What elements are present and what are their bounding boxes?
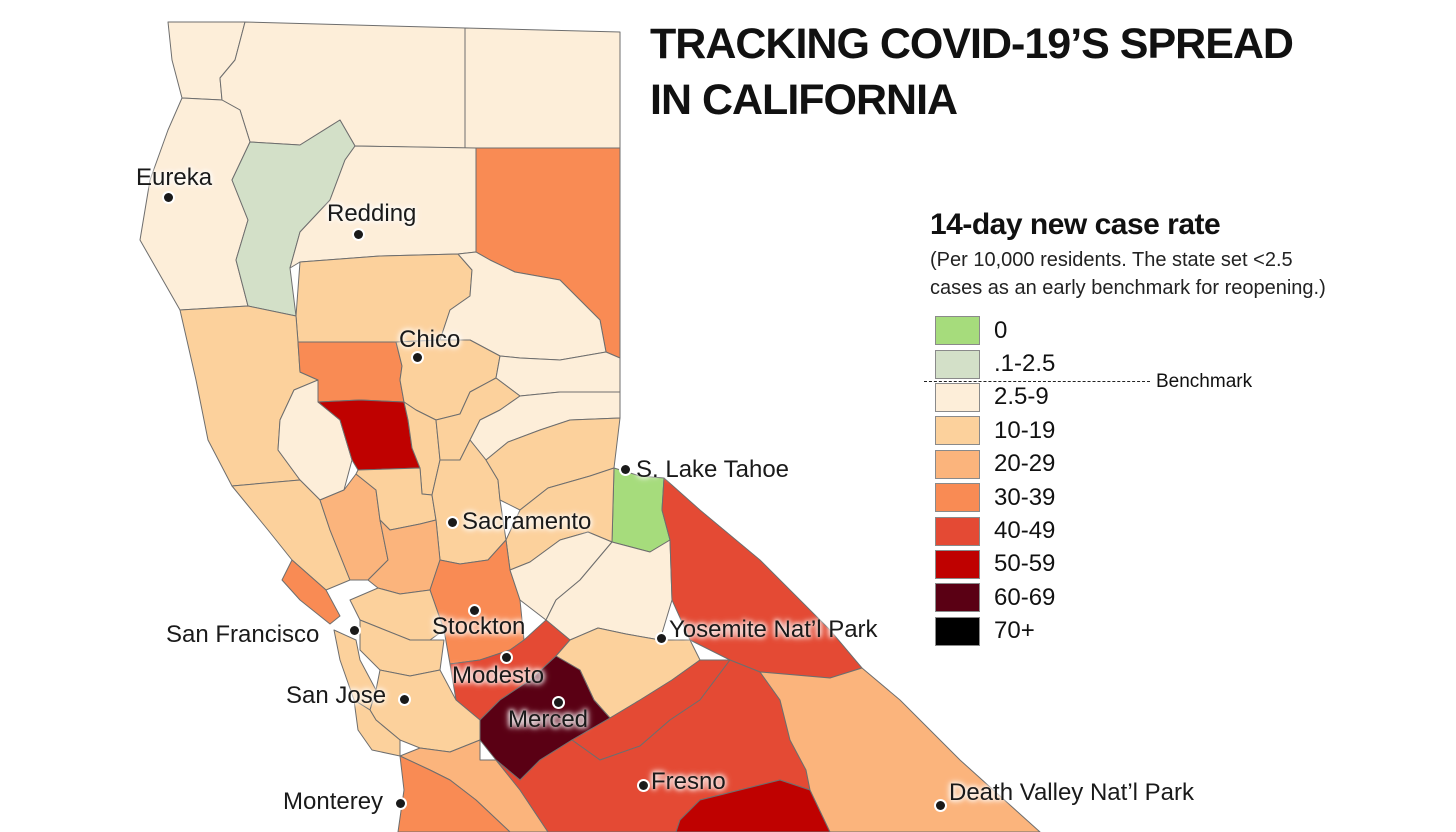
legend-label: 0 (994, 316, 1008, 344)
city-label: Eureka (136, 164, 213, 191)
city-label: Chico (399, 326, 461, 353)
title-line-2: IN CALIFORNIA (650, 76, 958, 124)
county-inyo (759, 667, 1041, 832)
city-marker (400, 695, 409, 704)
legend-swatch (935, 616, 980, 646)
city-label: Death Valley Nat’l Park (949, 779, 1194, 806)
city-marker (470, 606, 479, 615)
city-marker (657, 634, 666, 643)
legend-title: 14-day new case rate (930, 208, 1221, 241)
city-label: San Jose (286, 682, 387, 709)
city-label: Merced (508, 706, 589, 733)
city-marker (502, 653, 511, 662)
legend-item: 20-29 (935, 448, 1055, 481)
city-marker (350, 626, 359, 635)
legend-swatch (935, 316, 980, 346)
legend-swatch (935, 483, 980, 513)
county-monterey (397, 755, 511, 832)
benchmark-line (924, 381, 1150, 382)
county-alameda (359, 619, 445, 677)
benchmark-label: Benchmark (1156, 371, 1253, 392)
legend-item: 0 (935, 314, 1055, 347)
legend-item: .1-2.5 (935, 347, 1055, 380)
legend-swatch (935, 516, 980, 546)
legend-label: 30-39 (994, 483, 1056, 511)
county-santa-cruz (353, 699, 401, 757)
legend-label: 60-69 (994, 583, 1056, 611)
county-modoc (464, 27, 621, 149)
legend-item: 30-39 (935, 481, 1055, 514)
city-marker (413, 353, 422, 362)
city-label: S. Lake Tahoe (636, 456, 790, 483)
legend-label: 2.5-9 (994, 383, 1049, 411)
legend-swatch (935, 449, 980, 479)
legend-item: 40-49 (935, 514, 1055, 547)
city-label: Fresno (651, 768, 726, 795)
title-line-1: TRACKING COVID-19’S SPREAD (650, 20, 1294, 68)
city-marker (164, 193, 173, 202)
legend-subtitle-line-1: (Per 10,000 residents. The state set <2.… (930, 249, 1293, 271)
city-marker (936, 801, 945, 810)
city-label: Yosemite Nat’l Park (669, 616, 878, 643)
city-marker (554, 698, 563, 707)
city-label: Redding (327, 200, 417, 227)
legend-label: 20-29 (994, 450, 1056, 478)
city-marker (448, 518, 457, 527)
legend: 0 .1-2.5 2.5-9 10-19 20-29 30-39 40-49 50-59 60-… (935, 314, 1055, 648)
city-marker (354, 230, 363, 239)
city-label: Stockton (432, 613, 526, 640)
county-marin (281, 559, 341, 625)
legend-label: 40-49 (994, 517, 1056, 545)
legend-swatch (935, 349, 980, 379)
legend-subtitle-line-2: cases as an early benchmark for reopenin… (930, 277, 1326, 299)
legend-item: 50-59 (935, 548, 1055, 581)
legend-label: 10-19 (994, 416, 1056, 444)
city-label: Modesto (452, 662, 545, 689)
city-marker (396, 799, 405, 808)
legend-item: 2.5-9 (935, 381, 1055, 414)
city-label: San Francisco (166, 621, 320, 648)
legend-label: .1-2.5 (994, 350, 1056, 378)
legend-subtitle: (Per 10,000 residents. The state set <2.… (930, 246, 1390, 302)
legend-swatch (935, 583, 980, 613)
legend-swatch (935, 416, 980, 446)
city-label: Sacramento (462, 508, 592, 535)
legend-label: 70+ (994, 617, 1035, 645)
legend-item: 70+ (935, 615, 1055, 648)
map-title: TRACKING COVID-19’S SPREAD IN CALIFORNIA (650, 16, 1370, 128)
county-humboldt (139, 97, 251, 311)
city-label: Monterey (283, 788, 384, 815)
city-marker (639, 781, 648, 790)
legend-swatch (935, 382, 980, 412)
legend-item: 10-19 (935, 414, 1055, 447)
legend-item: 60-69 (935, 581, 1055, 614)
legend-swatch (935, 549, 980, 579)
city-marker (621, 465, 630, 474)
legend-label: 50-59 (994, 550, 1056, 578)
